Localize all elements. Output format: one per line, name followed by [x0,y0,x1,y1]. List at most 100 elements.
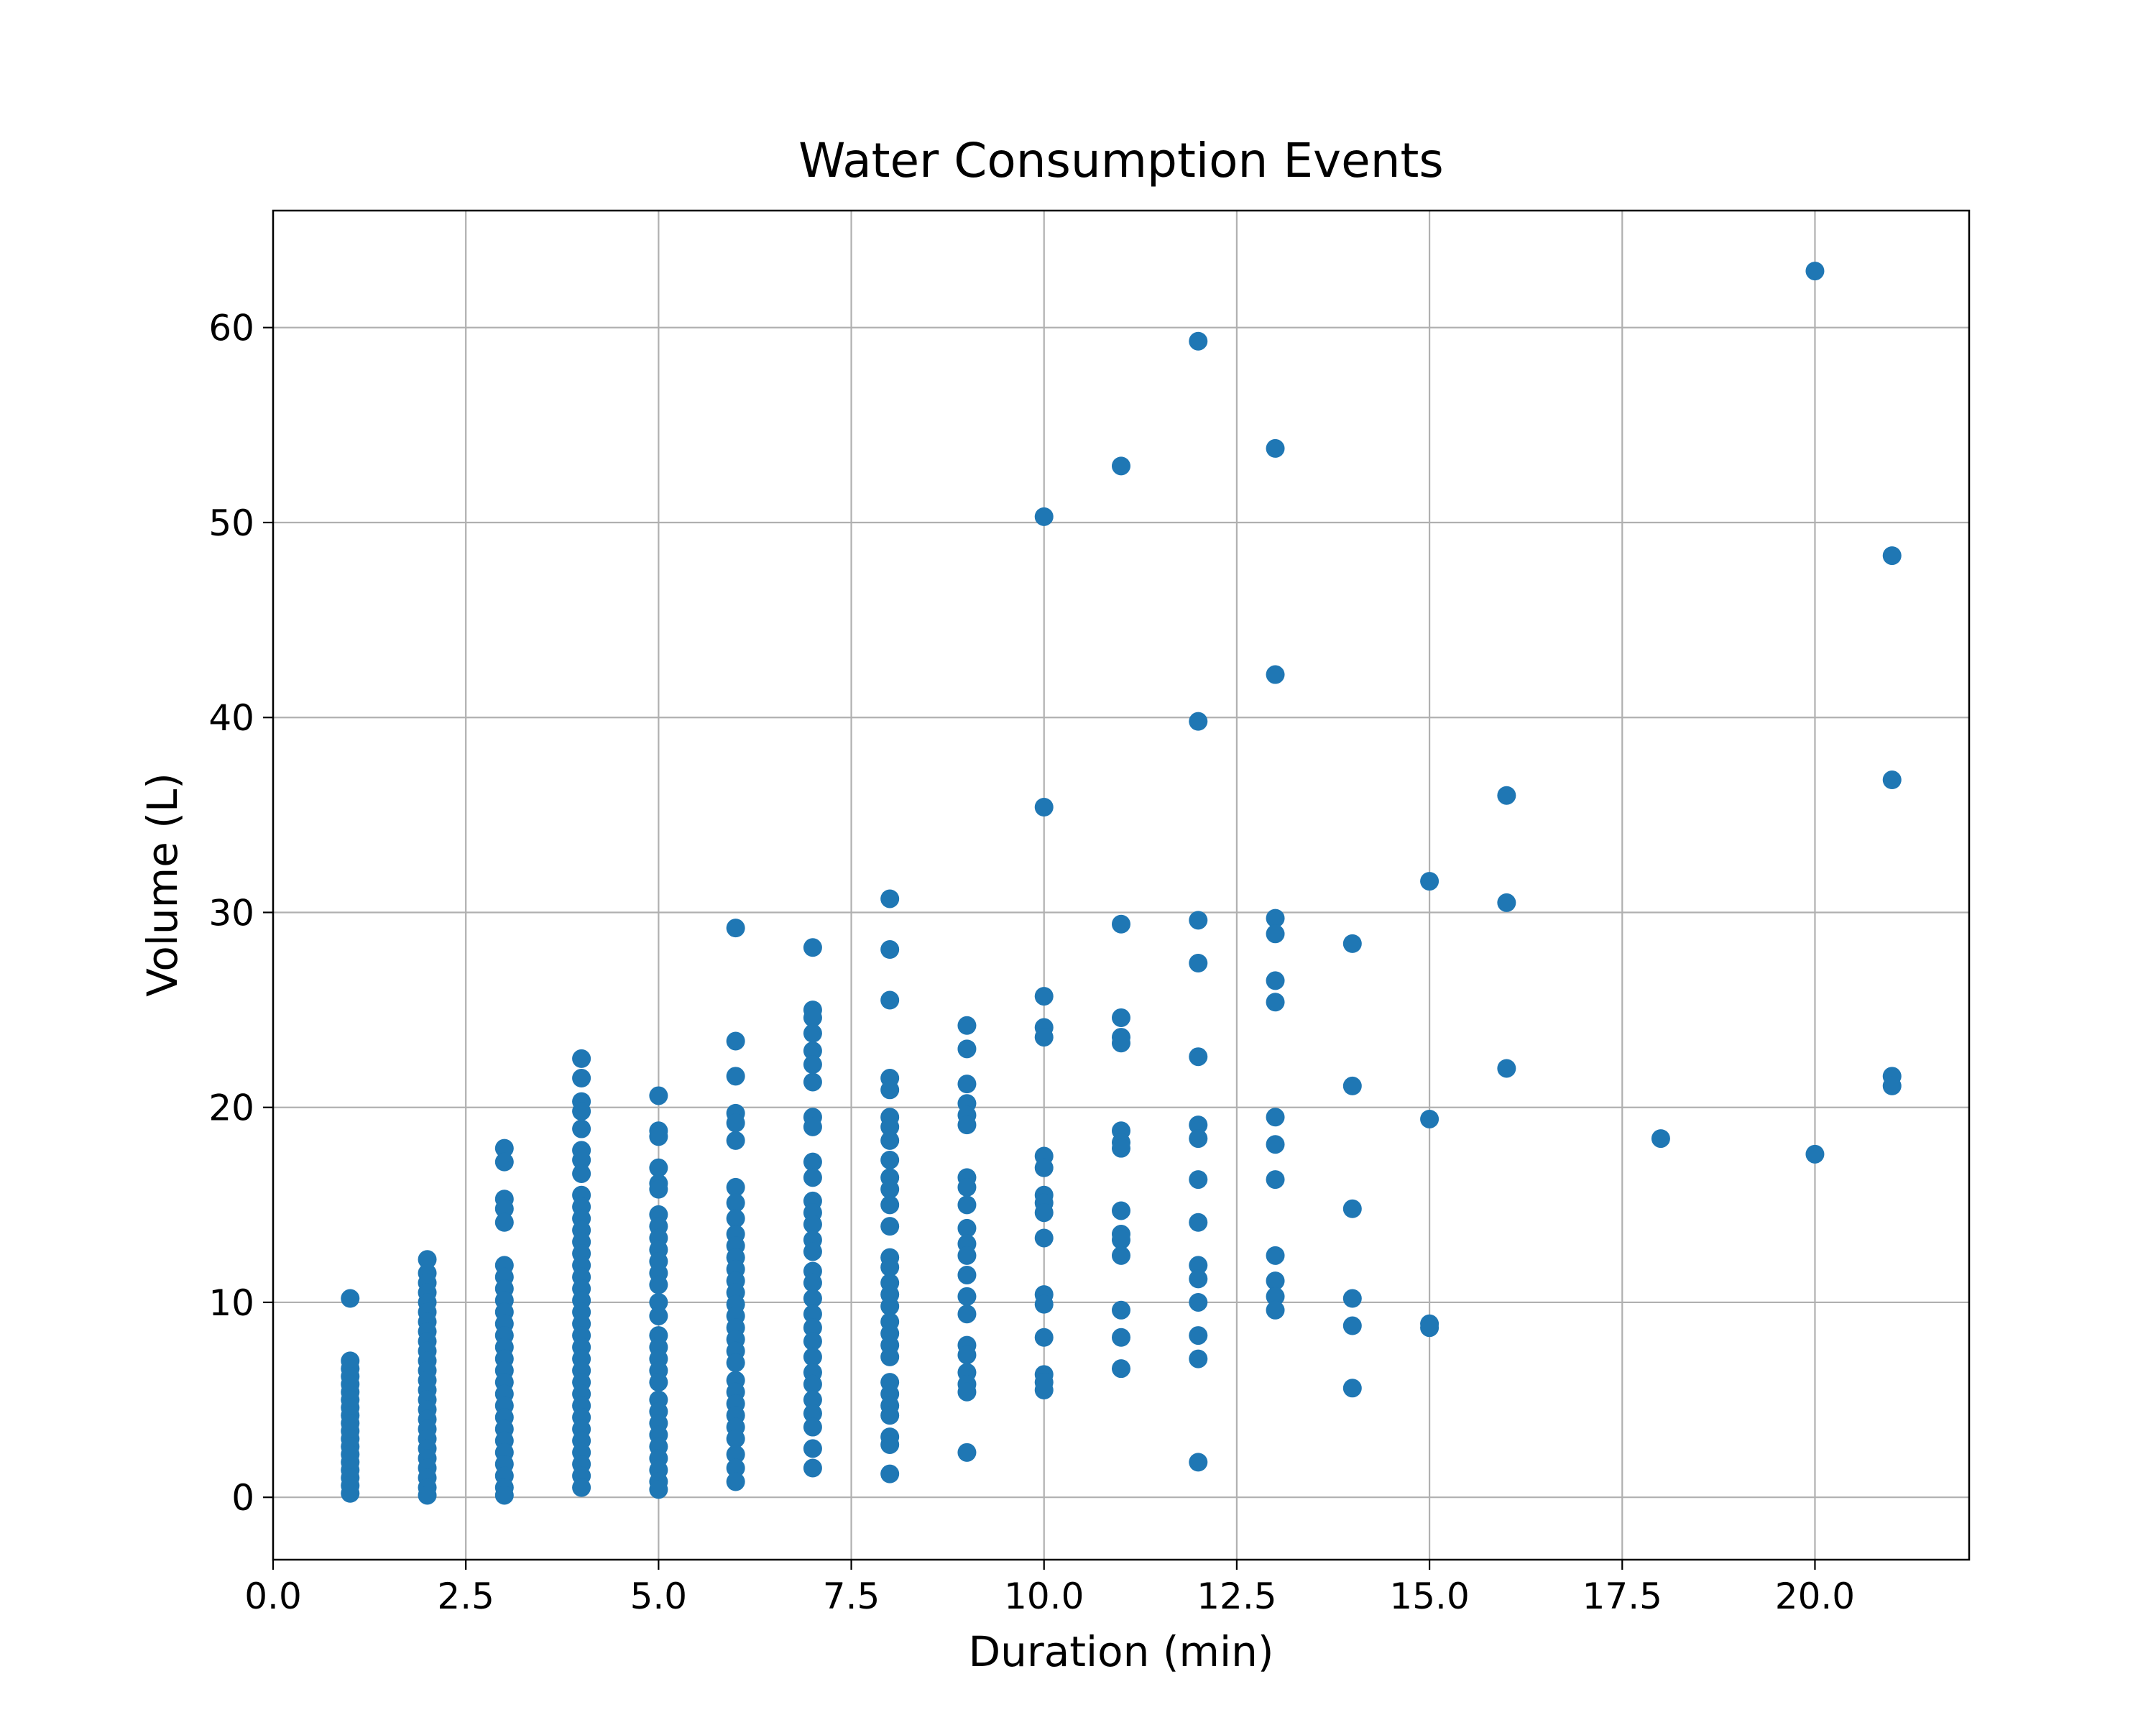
data-point [649,1086,668,1105]
data-points [341,262,1902,1505]
data-point [418,1486,437,1505]
data-point [1266,665,1285,684]
data-point [1189,1213,1208,1232]
data-point [1034,1158,1054,1177]
data-point [1189,1453,1208,1472]
data-point [803,1152,822,1172]
data-point [649,1127,668,1146]
data-point [1342,1379,1362,1398]
data-point [1342,1199,1362,1218]
data-point [1266,1135,1285,1154]
data-point [1266,908,1285,928]
data-point [726,1458,745,1478]
data-point [803,1215,822,1234]
data-point [1112,1138,1130,1158]
data-point [803,1439,822,1458]
data-point [957,1195,977,1215]
data-point [572,1150,591,1169]
data-point [649,1306,668,1325]
data-point [1034,798,1054,817]
data-point [572,1049,591,1068]
data-point [803,1332,822,1351]
data-point [803,1305,822,1324]
y-axis-label: Volume (L) [138,773,187,997]
data-point [1112,1300,1130,1320]
data-point [1342,1289,1362,1308]
data-point [1266,1287,1285,1306]
data-point [1882,1076,1902,1095]
data-point [1420,872,1439,891]
y-tick-label: 50 [208,502,254,544]
data-point [726,1131,745,1150]
y-tick-label: 40 [208,697,254,739]
data-point [803,1458,822,1478]
x-axis-ticks: 0.0 2.5 5.0 7.5 10.0 12.5 15.0 17.5 20.0 [244,1560,1855,1617]
data-point [880,1464,900,1484]
data-point [572,1102,591,1121]
data-point [726,1113,745,1133]
data-point [1112,1201,1130,1220]
data-point [957,1382,977,1402]
data-point [803,1072,822,1092]
data-point [649,1275,668,1294]
data-point [1034,1328,1054,1347]
data-point [726,1445,745,1464]
data-point [803,1055,822,1075]
x-tick-label: 5.0 [630,1576,688,1617]
data-point [957,1218,977,1238]
data-point [880,1131,900,1150]
data-point [726,919,745,938]
data-point [880,1347,900,1366]
data-point [649,1158,668,1177]
data-point [1189,911,1208,930]
data-point [957,1443,977,1462]
y-tick-label: 60 [208,308,254,349]
data-point [803,1168,822,1187]
data-point [1034,507,1054,526]
y-tick-label: 20 [208,1087,254,1129]
data-point [726,1193,745,1213]
x-tick-label: 17.5 [1583,1576,1662,1617]
y-axis-ticks: 0 10 20 30 40 50 60 [208,308,273,1519]
data-point [880,1150,900,1169]
data-point [1266,438,1285,458]
data-point [880,889,900,908]
data-point [1189,331,1208,351]
data-point [1497,786,1516,805]
data-point [803,1273,822,1292]
chart-title: Water Consumption Events [798,133,1444,188]
y-tick-label: 10 [208,1282,254,1324]
data-point [726,1353,745,1373]
data-point [649,1480,668,1499]
data-point [1805,1144,1825,1164]
data-point [1112,1034,1130,1053]
data-point [1189,1269,1208,1289]
data-point [1266,1246,1285,1265]
data-point [957,1287,977,1306]
data-point [726,1429,745,1448]
data-point [1266,1108,1285,1127]
data-point [803,1008,822,1027]
data-point [803,1289,822,1308]
data-point [803,1242,822,1261]
data-point [1189,1116,1208,1135]
data-point [1189,1326,1208,1346]
data-point [494,1213,514,1232]
data-point [803,1041,822,1061]
data-point [726,1031,745,1051]
data-point [1342,1076,1362,1095]
data-point [803,1404,822,1423]
data-point [341,1484,360,1503]
x-tick-label: 10.0 [1004,1576,1084,1617]
data-point [726,1067,745,1086]
data-point [572,1069,591,1088]
data-point [1266,993,1285,1012]
data-point [726,1177,745,1197]
data-point [494,1152,514,1172]
data-point [880,1217,900,1236]
data-point [1034,987,1054,1006]
data-point [726,1472,745,1491]
data-point [880,1297,900,1316]
